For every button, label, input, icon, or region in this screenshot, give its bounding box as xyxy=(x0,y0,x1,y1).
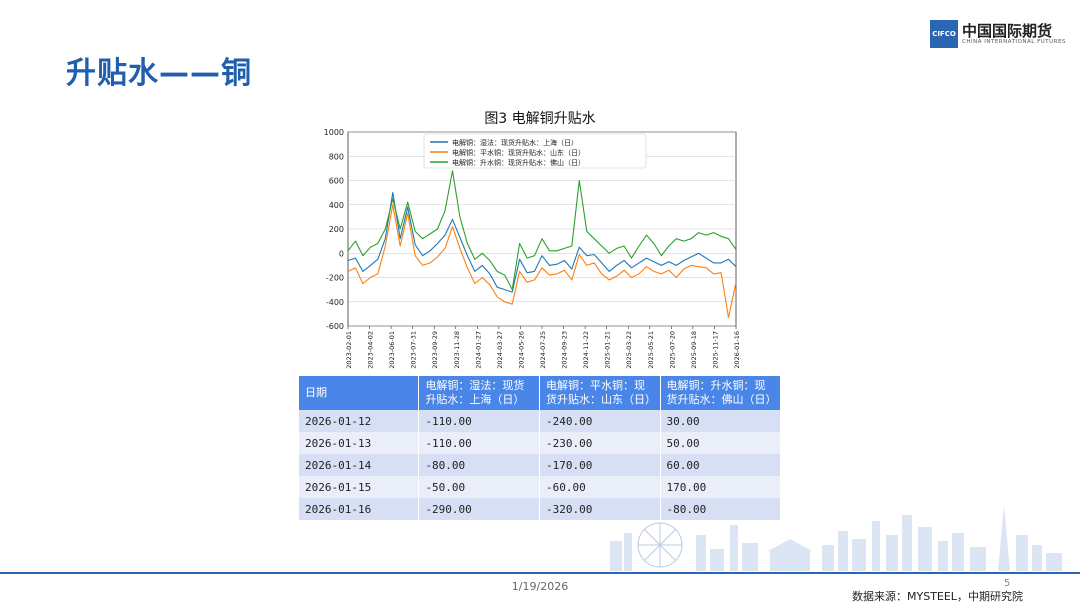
y-tick-label: 0 xyxy=(339,249,344,258)
x-tick-label: 2025-01-21 xyxy=(604,331,612,369)
table-cell-shanghai: -50.00 xyxy=(418,476,540,498)
y-tick-label: 1000 xyxy=(324,128,344,137)
table-cell-shandong: -240.00 xyxy=(539,410,661,432)
x-tick-label: 2024-01-27 xyxy=(474,331,482,369)
x-tick-label: 2025-07-20 xyxy=(668,331,676,369)
x-tick-label: 2025-05-21 xyxy=(647,331,655,369)
table-cell-date: 2026-01-12 xyxy=(299,410,420,432)
x-tick-label: 2024-07-25 xyxy=(539,331,547,369)
data-source: 数据来源：MYSTEEL，中期研究院 xyxy=(852,590,1023,603)
table-cell-shanghai: -110.00 xyxy=(418,410,540,432)
series-line-2 xyxy=(347,204,737,319)
table-row: 2026-01-13 -110.00 -230.00 50.00 xyxy=(299,432,781,454)
table-cell-date: 2026-01-16 xyxy=(299,498,420,520)
table-header-row: 日期 电解铜：湿法：现货升贴水：上海（日） 电解铜：平水铜：现货升贴水：山东（日… xyxy=(299,376,781,410)
table-cell-shanghai: -290.00 xyxy=(418,498,540,520)
table-row: 2026-01-15 -50.00 -60.00 170.00 xyxy=(299,476,781,498)
slide-date: 1/19/2026 xyxy=(511,580,569,593)
x-tick-label: 2023-06-01 xyxy=(388,331,396,369)
city-skyline-decoration xyxy=(610,505,1062,571)
table-cell-shanghai: -80.00 xyxy=(418,454,540,476)
table-header-foshan: 电解铜：升水铜：现货升贴水：佛山（日） xyxy=(660,376,781,410)
table-cell-shandong: -170.00 xyxy=(539,454,661,476)
x-tick-label: 2024-11-22 xyxy=(582,331,590,369)
table-cell-shanghai: -110.00 xyxy=(418,432,540,454)
table-cell-foshan: -80.00 xyxy=(660,498,781,520)
logo-english-name: CHINA INTERNATIONAL FUTURES xyxy=(962,39,1066,45)
x-tick-label: 2023-09-29 xyxy=(431,331,439,369)
table-cell-date: 2026-01-13 xyxy=(299,432,420,454)
x-tick-label: 2023-11-28 xyxy=(453,331,461,369)
legend-label: 电解铜：平水铜：现货升贴水：山东（日） xyxy=(452,148,585,157)
table-cell-foshan: 170.00 xyxy=(660,476,781,498)
legend-label: 电解铜：升水铜：现货升贴水：佛山（日） xyxy=(452,158,585,167)
table-cell-date: 2026-01-15 xyxy=(299,476,420,498)
y-tick-label: -200 xyxy=(326,274,344,283)
table-cell-shandong: -230.00 xyxy=(539,432,661,454)
table-cell-foshan: 50.00 xyxy=(660,432,781,454)
table-cell-shandong: -320.00 xyxy=(539,498,661,520)
y-tick-label: -400 xyxy=(326,298,344,307)
footer-divider xyxy=(0,572,1080,574)
company-logo: CIFCO 中国国际期货 CHINA INTERNATIONAL FUTURES xyxy=(930,20,1070,50)
page-title: 升贴水——铜 xyxy=(66,56,252,91)
y-tick-label: 800 xyxy=(329,152,344,161)
legend-label: 电解铜：湿法：现货升贴水：上海（日） xyxy=(452,138,578,147)
table-row: 2026-01-14 -80.00 -170.00 60.00 xyxy=(299,454,781,476)
table-header-date: 日期 xyxy=(299,376,420,410)
table-cell-shandong: -60.00 xyxy=(539,476,661,498)
x-tick-label: 2024-03-27 xyxy=(496,331,504,369)
table-cell-foshan: 30.00 xyxy=(660,410,781,432)
series-line-1 xyxy=(347,192,737,293)
y-tick-label: -600 xyxy=(326,322,344,331)
x-tick-label: 2025-11-17 xyxy=(711,331,719,369)
logo-chinese-name: 中国国际期货 xyxy=(962,22,1053,40)
y-tick-label: 400 xyxy=(329,201,344,210)
chart-title: 图3 电解铜升贴水 xyxy=(484,111,596,127)
x-tick-label: 2024-09-23 xyxy=(561,331,569,369)
x-tick-label: 2023-07-31 xyxy=(410,331,418,369)
table-header-shanghai: 电解铜：湿法：现货升贴水：上海（日） xyxy=(418,376,540,410)
y-tick-label: 200 xyxy=(329,225,344,234)
table-row: 2026-01-12 -110.00 -240.00 30.00 xyxy=(299,410,781,432)
x-tick-label: 2025-03-22 xyxy=(625,331,633,369)
legend-box xyxy=(423,133,647,169)
x-tick-label: 2026-01-16 xyxy=(733,331,741,369)
table-cell-date: 2026-01-14 xyxy=(299,454,420,476)
table-cell-foshan: 60.00 xyxy=(660,454,781,476)
data-table: 日期 电解铜：湿法：现货升贴水：上海（日） 电解铜：平水铜：现货升贴水：山东（日… xyxy=(299,376,781,520)
x-tick-label: 2024-05-26 xyxy=(517,331,525,369)
x-tick-label: 2025-09-18 xyxy=(690,331,698,369)
table-header-shandong: 电解铜：平水铜：现货升贴水：山东（日） xyxy=(539,376,661,410)
logo-mark: CIFCO xyxy=(930,20,958,48)
x-tick-label: 2023-02-01 xyxy=(345,331,353,369)
series-line-3 xyxy=(347,170,737,291)
y-tick-label: 600 xyxy=(329,177,344,186)
x-tick-label: 2023-04-02 xyxy=(367,331,375,369)
page-number: 5 xyxy=(1004,578,1011,589)
table-row: 2026-01-16 -290.00 -320.00 -80.00 xyxy=(299,498,781,520)
